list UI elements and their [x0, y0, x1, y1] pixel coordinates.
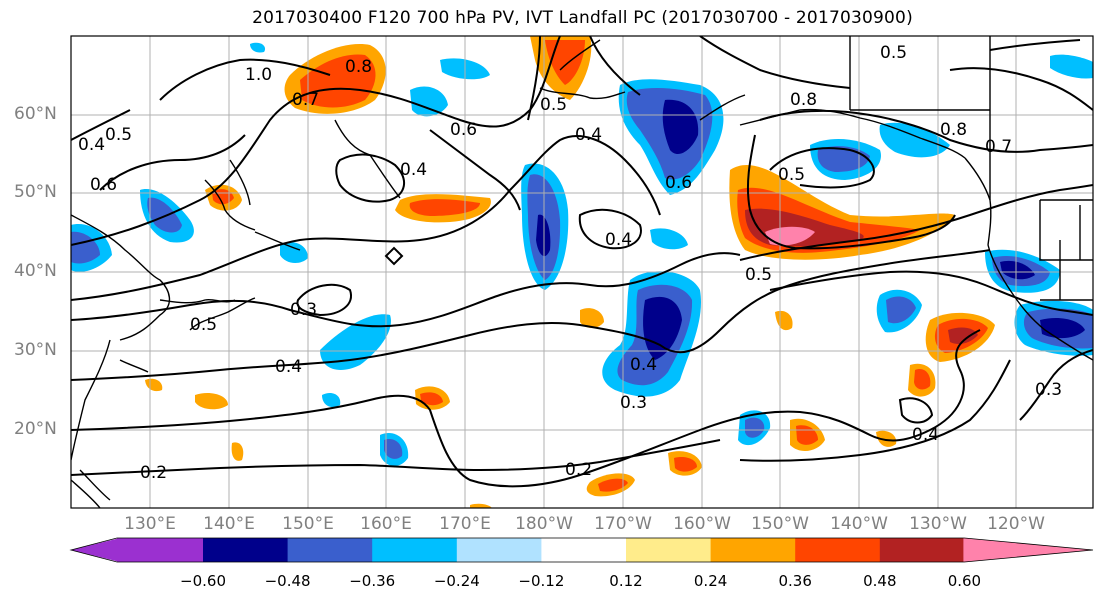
gridlines [71, 36, 1093, 508]
contour-label: 0.3 [620, 393, 647, 413]
contour-label: 1.0 [245, 65, 272, 85]
colorbar-outline [69, 537, 1094, 563]
colorbar-tick-label: −0.12 [518, 572, 565, 590]
colorbar-tick-label: 0.24 [693, 572, 728, 590]
colorbar-cell [117, 538, 203, 562]
contour-label: 0.6 [665, 173, 692, 193]
colorbar-cell [456, 538, 542, 562]
lon-label: 130°W [909, 514, 967, 534]
colorbar-cell [71, 538, 120, 562]
contour-label: 0.3 [290, 300, 317, 320]
colorbar-cell [372, 538, 458, 562]
contour-label: 0.5 [745, 265, 772, 285]
colorbar-tick-label: 0.12 [609, 572, 643, 590]
contour-label: 0.8 [345, 57, 372, 77]
lat-label: 30°N [14, 340, 57, 360]
contour-label: 0.4 [630, 355, 657, 375]
contour-label: 0.3 [1035, 380, 1062, 400]
contour-label: 0.2 [140, 463, 167, 483]
map-title: 2017030400 F120 700 hPa PV, IVT Landfall… [252, 8, 913, 28]
contour-label: 0.4 [575, 125, 602, 145]
lon-label: 140°W [830, 514, 888, 534]
colorbar-cell [879, 538, 965, 562]
colorbar-cell [287, 538, 373, 562]
contour-label: 0.8 [790, 90, 817, 110]
contour-label: 0.4 [605, 230, 632, 250]
lon-label: 180°W [515, 514, 573, 534]
contour-labels: 1.0 0.8 0.7 0.6 0.5 0.4 0.6 0.4 0.5 0.4 … [78, 43, 1062, 483]
contour-label: 0.8 [940, 120, 967, 140]
lon-label: 150°E [282, 514, 334, 534]
lat-label: 20°N [14, 419, 57, 439]
colorbar-tick-label: −0.24 [433, 572, 480, 590]
colorbar-tick-label: 0.60 [947, 572, 982, 590]
contour-label: 0.2 [565, 460, 592, 480]
colorbar-cell [710, 538, 796, 562]
plot-frame [70, 35, 1094, 509]
lon-label: 130°E [124, 514, 176, 534]
contour-label: 0.7 [985, 137, 1012, 157]
lat-label: 50°N [14, 182, 57, 202]
colorbar-cell [795, 538, 881, 562]
lon-label: 160°E [360, 514, 412, 534]
lat-label: 60°N [14, 104, 57, 124]
lon-label: 160°W [673, 514, 731, 534]
colorbar-cell [963, 538, 1093, 562]
colorbar-tick-label: 0.48 [863, 572, 897, 590]
contour-label: 0.6 [450, 120, 477, 140]
contour-label: 0.5 [880, 43, 907, 63]
pv-contours [71, 36, 1093, 488]
colorbar-tick-label: −0.60 [180, 572, 226, 590]
contour-label: 0.5 [190, 315, 217, 335]
contour-label: 0.5 [778, 165, 805, 185]
colorbar-cell [626, 538, 712, 562]
contour-label: 0.4 [275, 357, 302, 377]
lon-label: 140°E [203, 514, 255, 534]
contour-label: 0.6 [90, 175, 117, 195]
lon-label: 150°W [751, 514, 809, 534]
colorbar-tick-label: −0.36 [349, 572, 396, 590]
colorbar-cell [203, 538, 289, 562]
lon-label: 170°E [439, 514, 491, 534]
colorbar-tick-label: 0.36 [778, 572, 812, 590]
contour-label: 0.5 [540, 95, 567, 115]
contour-label: 0.7 [292, 90, 319, 110]
colorbar-tick-label: −0.48 [264, 572, 311, 590]
contour-label: 0.4 [912, 425, 939, 445]
lon-label: 170°W [594, 514, 652, 534]
contour-label: 0.4 [400, 160, 427, 180]
lon-label: 120°W [987, 514, 1045, 534]
colorbar-cells [69, 537, 1094, 563]
contour-label: 0.5 [105, 125, 132, 145]
lat-label: 40°N [14, 261, 57, 281]
colorbar-cell [541, 538, 627, 562]
contour-label: 0.4 [78, 135, 105, 155]
